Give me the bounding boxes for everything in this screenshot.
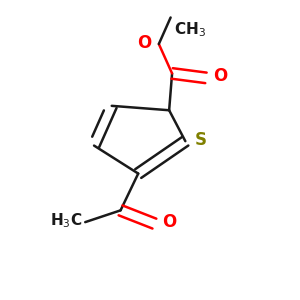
Text: O: O [162, 213, 176, 231]
Text: H$_3$C: H$_3$C [50, 211, 82, 230]
Text: S: S [195, 131, 207, 149]
Text: O: O [137, 34, 152, 52]
Text: O: O [213, 68, 228, 85]
Text: CH$_3$: CH$_3$ [174, 20, 206, 39]
